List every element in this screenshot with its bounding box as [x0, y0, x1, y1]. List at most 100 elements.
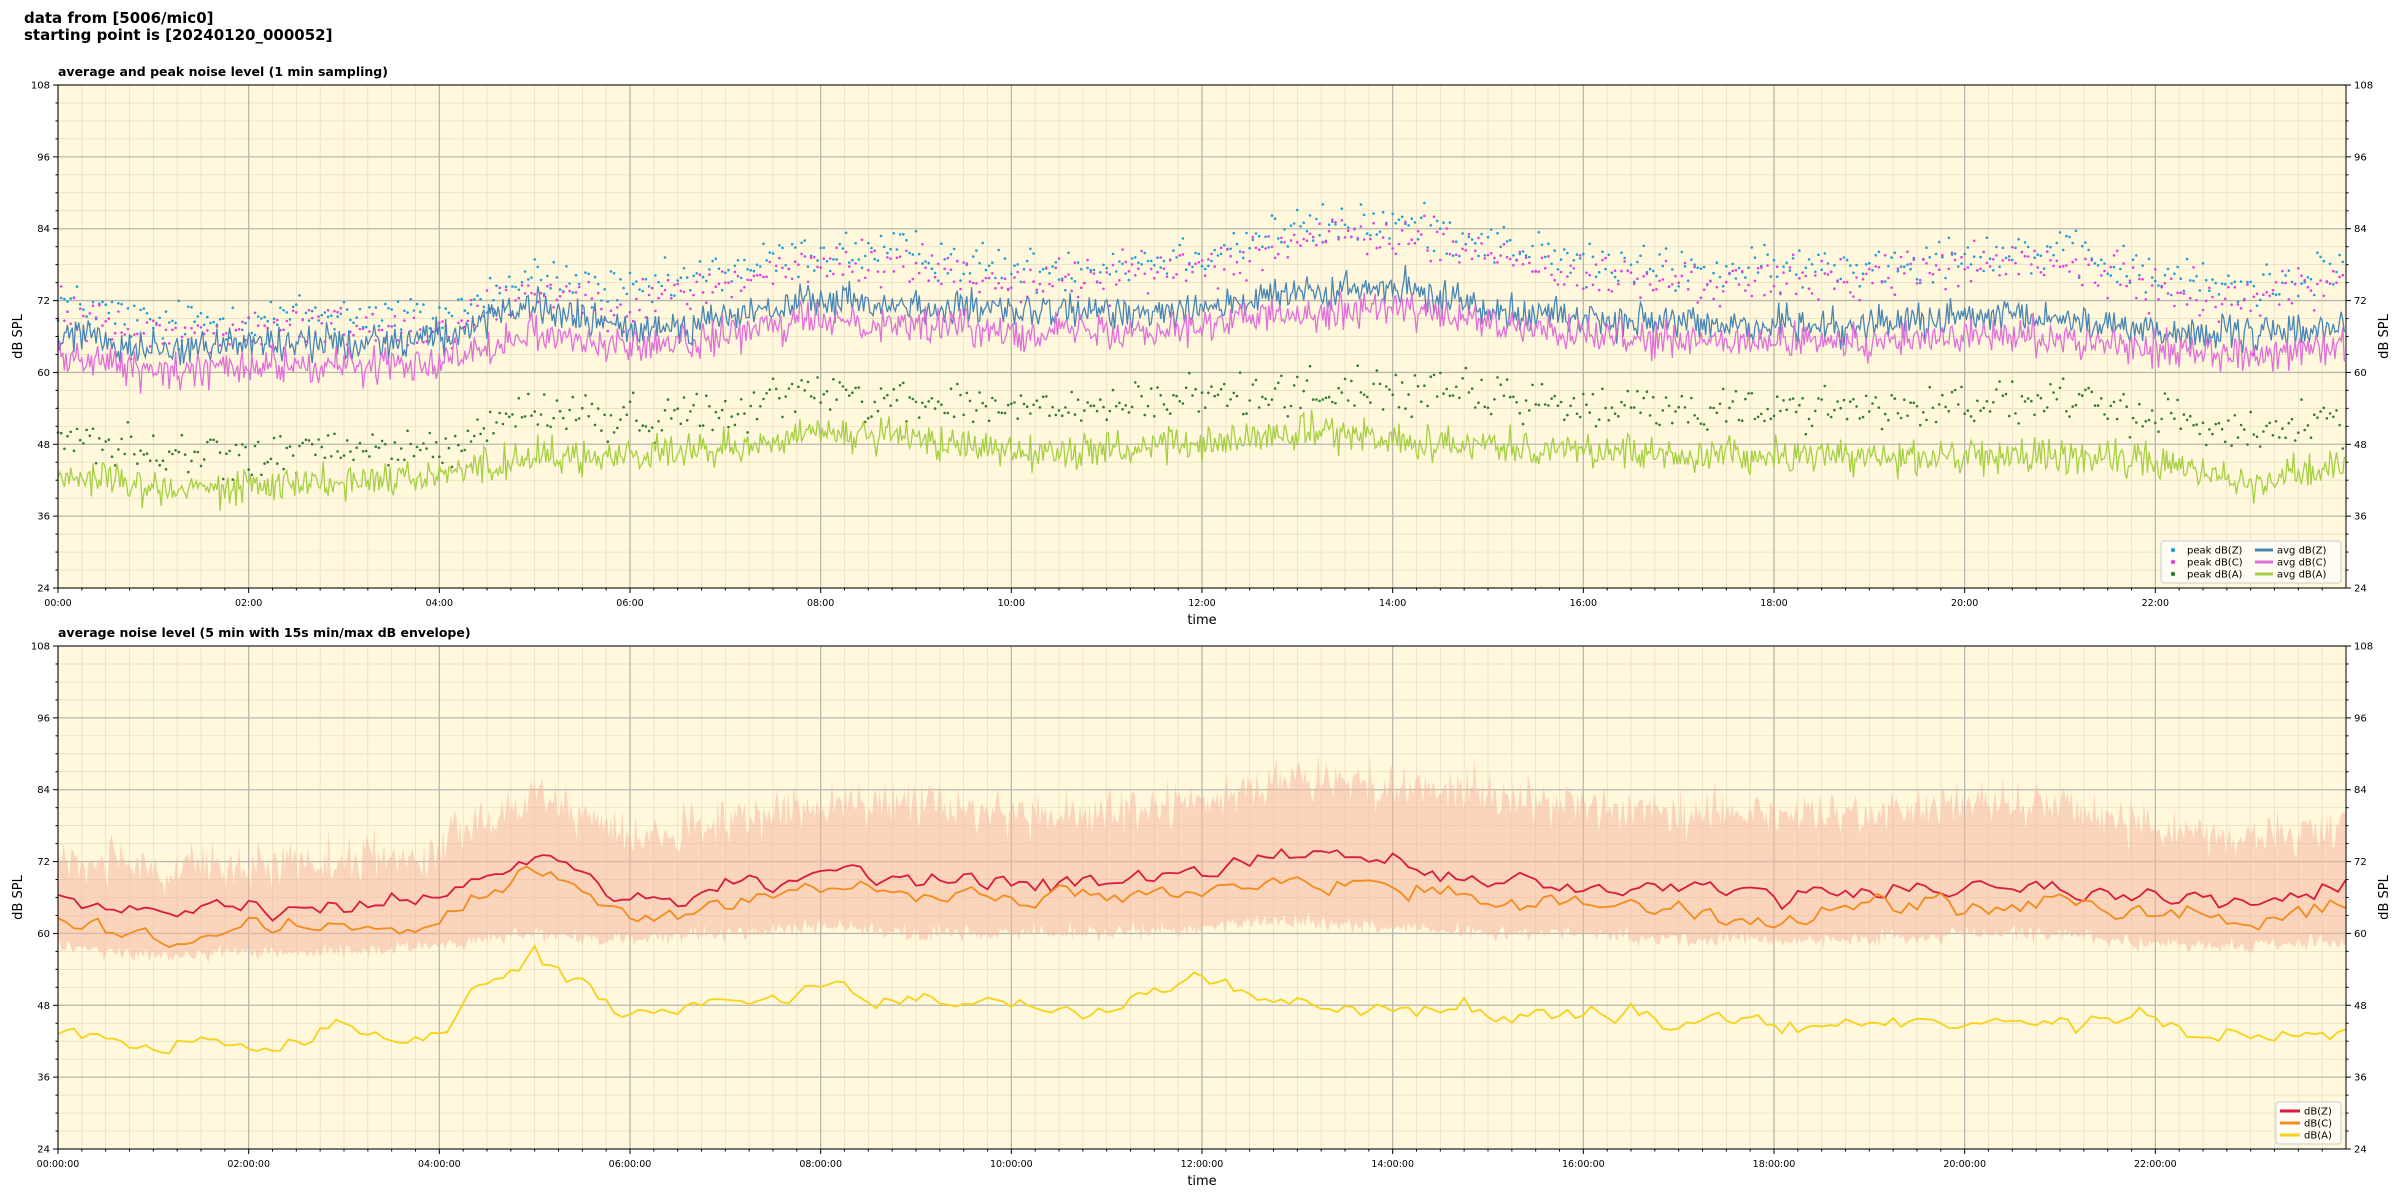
peak-point — [110, 338, 114, 341]
peak-point — [539, 278, 543, 282]
peak-point — [2103, 413, 2106, 416]
peak-point — [1254, 246, 1258, 250]
peak-point — [984, 276, 988, 280]
x-tick-label: 06:00:00 — [609, 1159, 652, 1170]
peak-point — [971, 255, 975, 258]
peak-point — [2135, 254, 2138, 257]
peak-point — [2220, 302, 2224, 306]
peak-point — [936, 400, 940, 404]
peak-point — [774, 269, 778, 273]
peak-point — [212, 320, 215, 324]
peak-point — [1772, 414, 1776, 418]
peak-point — [1524, 254, 1528, 257]
peak-point — [1972, 255, 1976, 258]
peak-point — [987, 264, 991, 268]
peak-point — [914, 230, 918, 233]
peak-point — [1651, 288, 1655, 292]
peak-point — [2303, 279, 2306, 282]
peak-point — [1502, 394, 1506, 398]
peak-point — [2252, 295, 2256, 299]
peak-point — [323, 456, 327, 460]
peak-point — [2144, 298, 2148, 301]
peak-point — [1416, 384, 1420, 388]
peak-point — [1397, 218, 1401, 221]
peak-point — [1953, 252, 1957, 255]
peak-point — [2061, 377, 2065, 381]
peak-point — [1181, 237, 1185, 240]
legend-label: peak dB(Z) — [2187, 546, 2243, 557]
peak-point — [2112, 400, 2116, 404]
peak-point — [1861, 272, 1865, 276]
peak-point — [1296, 208, 1299, 212]
peak-point — [1966, 246, 1970, 249]
peak-point — [1305, 229, 1309, 233]
peak-point — [1947, 409, 1951, 413]
peak-point — [793, 246, 797, 249]
peak-point — [1871, 402, 1874, 405]
peak-point — [701, 424, 705, 427]
peak-point — [85, 428, 88, 432]
peak-point — [139, 308, 142, 312]
peak-point — [1706, 282, 1709, 286]
peak-point — [1512, 254, 1515, 257]
peak-point — [1130, 405, 1134, 409]
peak-point — [1502, 242, 1506, 246]
x-tick-label: 00:00 — [44, 598, 71, 609]
peak-point — [638, 288, 641, 291]
peak-point — [736, 274, 740, 278]
peak-point — [533, 258, 536, 261]
peak-point — [959, 279, 962, 282]
peak-point — [1404, 407, 1407, 410]
peak-point — [422, 442, 425, 445]
peak-point — [943, 411, 946, 415]
peak-point — [1137, 385, 1140, 388]
peak-point — [1057, 409, 1061, 412]
peak-point — [1712, 406, 1715, 410]
peak-point — [193, 320, 196, 324]
peak-point — [2332, 269, 2335, 273]
peak-point — [574, 418, 578, 422]
peak-point — [1006, 288, 1010, 292]
peak-point — [1801, 286, 1804, 289]
peak-point — [412, 316, 416, 320]
peak-point — [619, 303, 622, 306]
peak-point — [2211, 295, 2214, 299]
peak-point — [2287, 298, 2291, 301]
peak-point — [612, 313, 616, 317]
peak-point — [2071, 241, 2074, 245]
peak-point — [2201, 308, 2205, 312]
peak-point — [1302, 221, 1305, 225]
peak-point — [1480, 232, 1483, 236]
peak-point — [1839, 257, 1842, 261]
peak-point — [1569, 404, 1572, 408]
peak-point — [870, 415, 873, 418]
peak-point — [806, 380, 810, 384]
peak-point — [806, 280, 810, 284]
peak-point — [1995, 245, 1998, 249]
peak-point — [263, 462, 266, 465]
peak-point — [256, 315, 260, 318]
peak-point — [2316, 251, 2319, 254]
peak-point — [1804, 274, 1808, 278]
peak-point — [1620, 269, 1623, 273]
peak-point — [1575, 284, 1579, 287]
peak-point — [1709, 406, 1712, 410]
peak-point — [323, 311, 327, 314]
peak-point — [1099, 398, 1102, 401]
x-tick-label: 18:00:00 — [1753, 1159, 1796, 1170]
peak-point — [1404, 220, 1407, 224]
peak-point — [917, 271, 921, 275]
peak-point — [2125, 284, 2128, 288]
peak-point — [2297, 431, 2300, 435]
peak-point — [832, 258, 835, 261]
peak-point — [2217, 421, 2221, 425]
peak-point — [1842, 280, 1846, 284]
peak-point — [1197, 252, 1201, 256]
peak-point — [139, 449, 142, 453]
peak-point — [898, 384, 902, 387]
peak-point — [1486, 406, 1490, 410]
peak-point — [1747, 392, 1750, 395]
peak-point — [479, 432, 482, 436]
peak-point — [571, 395, 575, 399]
